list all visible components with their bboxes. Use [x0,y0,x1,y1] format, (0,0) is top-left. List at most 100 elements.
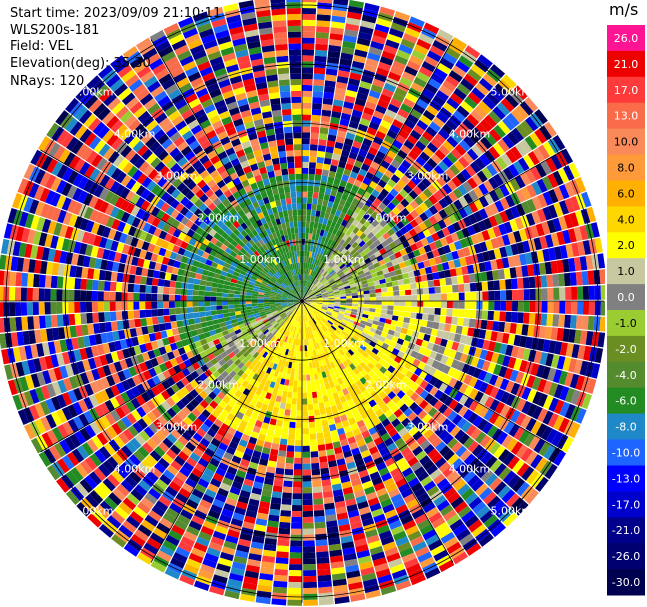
velocity-gate [410,129,422,141]
velocity-gate [264,338,271,345]
velocity-gate [459,334,467,344]
velocity-gate [265,435,274,443]
velocity-gate [371,374,380,383]
velocity-gate [488,215,498,227]
velocity-gate [431,232,440,242]
velocity-gate [292,392,298,399]
velocity-gate [315,168,323,176]
velocity-gate [352,295,359,299]
velocity-gate [368,351,377,359]
velocity-gate [295,422,302,429]
velocity-gate [288,385,293,393]
velocity-gate [468,201,479,213]
velocity-gate [286,367,292,375]
velocity-gate [411,416,422,426]
velocity-gate [262,385,270,393]
velocity-gate [482,73,498,87]
velocity-gate [296,309,300,316]
velocity-gate [564,181,576,197]
velocity-gate [379,374,388,383]
velocity-gate [451,316,458,325]
velocity-gate [458,394,469,406]
velocity-gate [270,448,279,456]
velocity-gate [229,362,238,371]
velocity-gate [347,436,357,445]
velocity-gate [244,367,252,376]
velocity-gate [115,292,122,301]
velocity-gate [428,539,443,551]
velocity-gate [186,295,193,301]
velocity-gate [377,125,389,135]
velocity-gate [445,277,453,286]
velocity-gate [449,324,457,333]
velocity-gate [324,314,331,319]
velocity-gate [384,546,399,557]
velocity-gate [342,486,354,495]
velocity-gate [255,368,262,376]
velocity-gate [211,314,218,321]
velocity-gate [50,275,58,289]
velocity-gate [429,121,441,133]
velocity-gate [253,481,264,490]
velocity-gate [523,432,536,447]
velocity-gate [98,280,105,291]
velocity-gate [587,316,595,331]
velocity-gate [233,366,241,374]
velocity-gate [360,369,368,377]
velocity-gate [207,442,218,453]
velocity-gate [236,444,246,453]
velocity-gate [556,259,564,273]
velocity-gate [333,147,342,155]
velocity-gate [543,444,556,460]
velocity-gate [447,367,457,377]
velocity-gate [179,420,190,431]
velocity-gate [330,116,340,125]
velocity-gate [302,499,313,506]
velocity-gate [317,247,322,254]
velocity-gate [281,321,287,328]
velocity-gate [306,251,310,258]
velocity-gate [271,491,282,499]
velocity-gate [442,102,456,114]
velocity-gate [499,378,510,391]
velocity-gate [410,350,419,359]
velocity-gate [256,414,265,423]
velocity-gate [493,364,502,376]
velocity-gate [389,254,397,261]
velocity-gate [380,498,393,508]
velocity-gate [516,481,530,497]
velocity-gate [319,133,328,141]
velocity-gate [235,469,247,479]
velocity-gate [230,518,243,527]
velocity-gate [370,301,376,305]
velocity-gate [338,312,345,317]
velocity-gate [458,383,469,394]
velocity-gate [322,298,329,300]
velocity-gate [330,159,339,167]
velocity-gate [575,315,583,330]
velocity-gate [483,180,494,193]
velocity-gate [304,315,307,322]
velocity-gate [542,206,553,221]
velocity-gate [367,224,375,232]
velocity-gate [426,464,438,476]
velocity-gate [553,202,564,217]
velocity-gate [256,512,269,521]
velocity-gate [111,470,125,484]
velocity-gate [348,255,355,262]
velocity-gate [293,463,302,470]
velocity-gate [250,412,259,420]
velocity-gate [164,567,181,580]
velocity-gate [432,321,440,330]
velocity-gate [349,72,362,81]
velocity-gate [329,317,336,322]
velocity-gate [343,283,350,288]
velocity-gate [310,313,315,319]
velocity-gate [137,524,153,537]
velocity-gate [93,486,108,500]
velocity-gate [371,404,381,413]
velocity-gate [230,355,239,363]
velocity-gate [369,502,382,512]
velocity-gate [553,287,560,300]
velocity-gate [263,329,269,335]
